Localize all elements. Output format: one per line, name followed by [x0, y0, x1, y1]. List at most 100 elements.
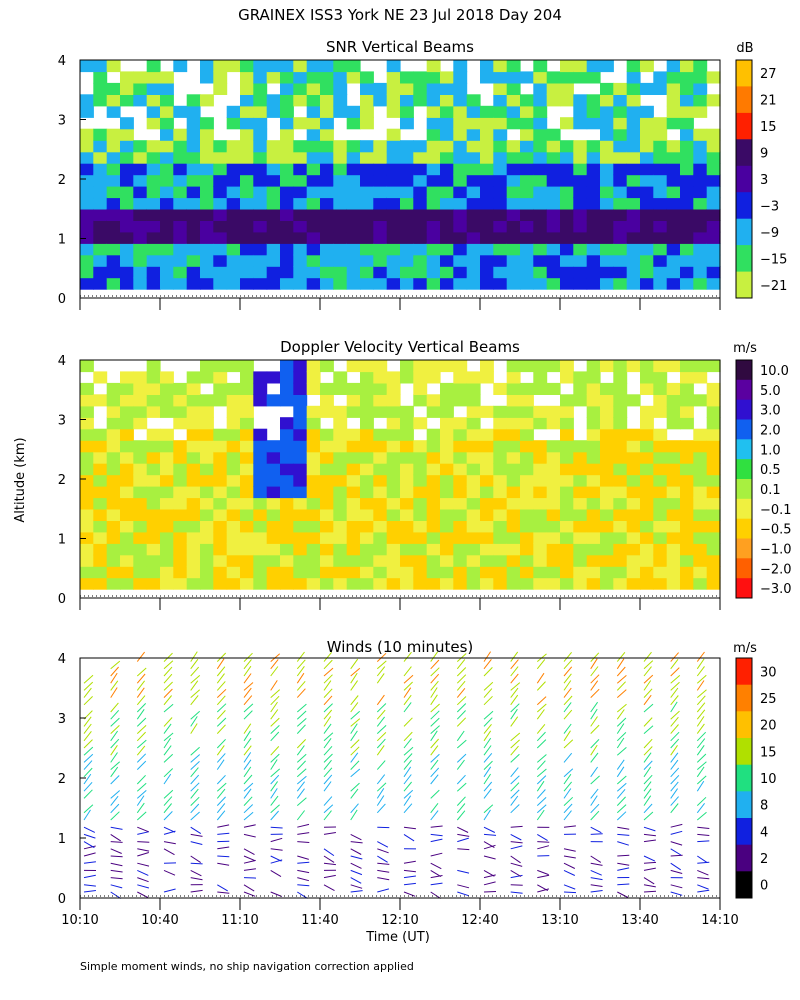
- doppler-cell: [373, 520, 388, 533]
- doppler-cell: [226, 520, 241, 533]
- doppler-cell: [253, 486, 268, 499]
- wind-barb: [243, 848, 255, 856]
- doppler-cell: [440, 520, 454, 533]
- snr-cell: [426, 186, 441, 199]
- snr-cell: [613, 220, 628, 233]
- snr-cell: [93, 220, 108, 233]
- doppler-cell: [386, 554, 401, 567]
- snr-cell: [320, 254, 334, 267]
- snr-cell: [240, 105, 254, 118]
- wind-barb: [243, 652, 253, 662]
- wind-barb: [216, 796, 226, 806]
- snr-cell: [600, 82, 614, 95]
- doppler-cell: [426, 394, 441, 407]
- wind-barb: [696, 723, 705, 734]
- snr-cell: [666, 231, 681, 244]
- winds-colorbar-swatch: [736, 764, 752, 792]
- doppler-cell: [706, 451, 721, 464]
- snr-cell: [706, 71, 721, 84]
- snr-cell: [240, 71, 254, 84]
- doppler-colorbar-unit: m/s: [733, 341, 757, 356]
- wind-barb: [377, 862, 390, 865]
- snr-cell: [680, 174, 694, 187]
- snr-cell: [280, 174, 294, 187]
- snr-cell: [426, 231, 441, 244]
- winds-y-tick-label: 3: [58, 712, 66, 727]
- snr-cell: [240, 140, 254, 153]
- winds-colorbar-label: 25: [760, 692, 777, 707]
- snr-cell: [173, 186, 188, 199]
- doppler-cell: [386, 531, 401, 544]
- snr-cell: [280, 208, 294, 221]
- doppler-cell: [546, 520, 561, 533]
- doppler-cell: [213, 497, 228, 510]
- snr-cell: [626, 128, 641, 141]
- snr-title: SNR Vertical Beams: [326, 38, 474, 56]
- snr-cell: [413, 186, 428, 199]
- snr-cell: [346, 163, 361, 176]
- wind-barb: [377, 888, 390, 893]
- snr-cell: [320, 266, 334, 279]
- wind-barb: [616, 782, 627, 792]
- doppler-cell: [160, 382, 174, 395]
- snr-cell: [160, 71, 174, 84]
- snr-cell: [573, 105, 588, 118]
- doppler-y-tick-label: 2: [58, 473, 66, 488]
- wind-barb: [430, 659, 440, 670]
- doppler-cell: [120, 417, 134, 430]
- doppler-cell: [520, 520, 534, 533]
- doppler-cell: [240, 428, 254, 441]
- snr-cell: [493, 105, 508, 118]
- snr-cell: [560, 82, 574, 95]
- wind-barb: [110, 855, 123, 858]
- doppler-cell: [253, 371, 268, 384]
- snr-cell: [653, 231, 668, 244]
- doppler-cell: [506, 531, 521, 544]
- doppler-cell: [306, 543, 321, 556]
- doppler-cell: [280, 474, 294, 487]
- snr-cell: [640, 174, 654, 187]
- snr-cell: [240, 174, 254, 187]
- wind-barb: [376, 745, 385, 756]
- doppler-cell: [493, 554, 508, 567]
- wind-barb: [216, 774, 226, 785]
- snr-cell: [293, 140, 308, 153]
- wind-barb: [616, 732, 627, 742]
- snr-cell: [600, 94, 614, 107]
- doppler-cell: [80, 451, 94, 464]
- doppler-cell: [106, 394, 121, 407]
- wind-barb: [350, 710, 361, 720]
- doppler-cell: [333, 463, 348, 476]
- wind-barb: [590, 701, 599, 713]
- wind-barb: [110, 877, 123, 880]
- snr-cell: [626, 105, 641, 118]
- snr-cell: [293, 82, 308, 95]
- wind-barb: [537, 841, 550, 843]
- snr-cell: [160, 82, 174, 95]
- wind-barb: [323, 796, 333, 806]
- doppler-colorbar-swatch: [736, 479, 752, 500]
- doppler-cell: [186, 405, 201, 418]
- snr-cell: [506, 231, 521, 244]
- doppler-cell: [400, 417, 414, 430]
- snr-cell: [493, 163, 508, 176]
- snr-cell: [693, 186, 708, 199]
- snr-cell: [640, 128, 654, 141]
- snr-cell: [706, 197, 721, 210]
- snr-cell: [306, 60, 321, 73]
- doppler-cell: [506, 497, 521, 510]
- doppler-cell: [373, 463, 388, 476]
- doppler-cell: [293, 440, 308, 453]
- wind-barb: [297, 823, 310, 828]
- snr-cell: [240, 231, 254, 244]
- snr-cell: [280, 105, 294, 118]
- doppler-cell: [360, 531, 374, 544]
- doppler-cell: [560, 486, 574, 499]
- wind-barb: [350, 768, 361, 778]
- wind-barb: [643, 833, 656, 837]
- snr-cell: [613, 117, 628, 130]
- wind-barb: [430, 767, 440, 778]
- snr-cell: [226, 197, 241, 210]
- doppler-cell: [533, 360, 548, 373]
- doppler-cell: [360, 382, 374, 395]
